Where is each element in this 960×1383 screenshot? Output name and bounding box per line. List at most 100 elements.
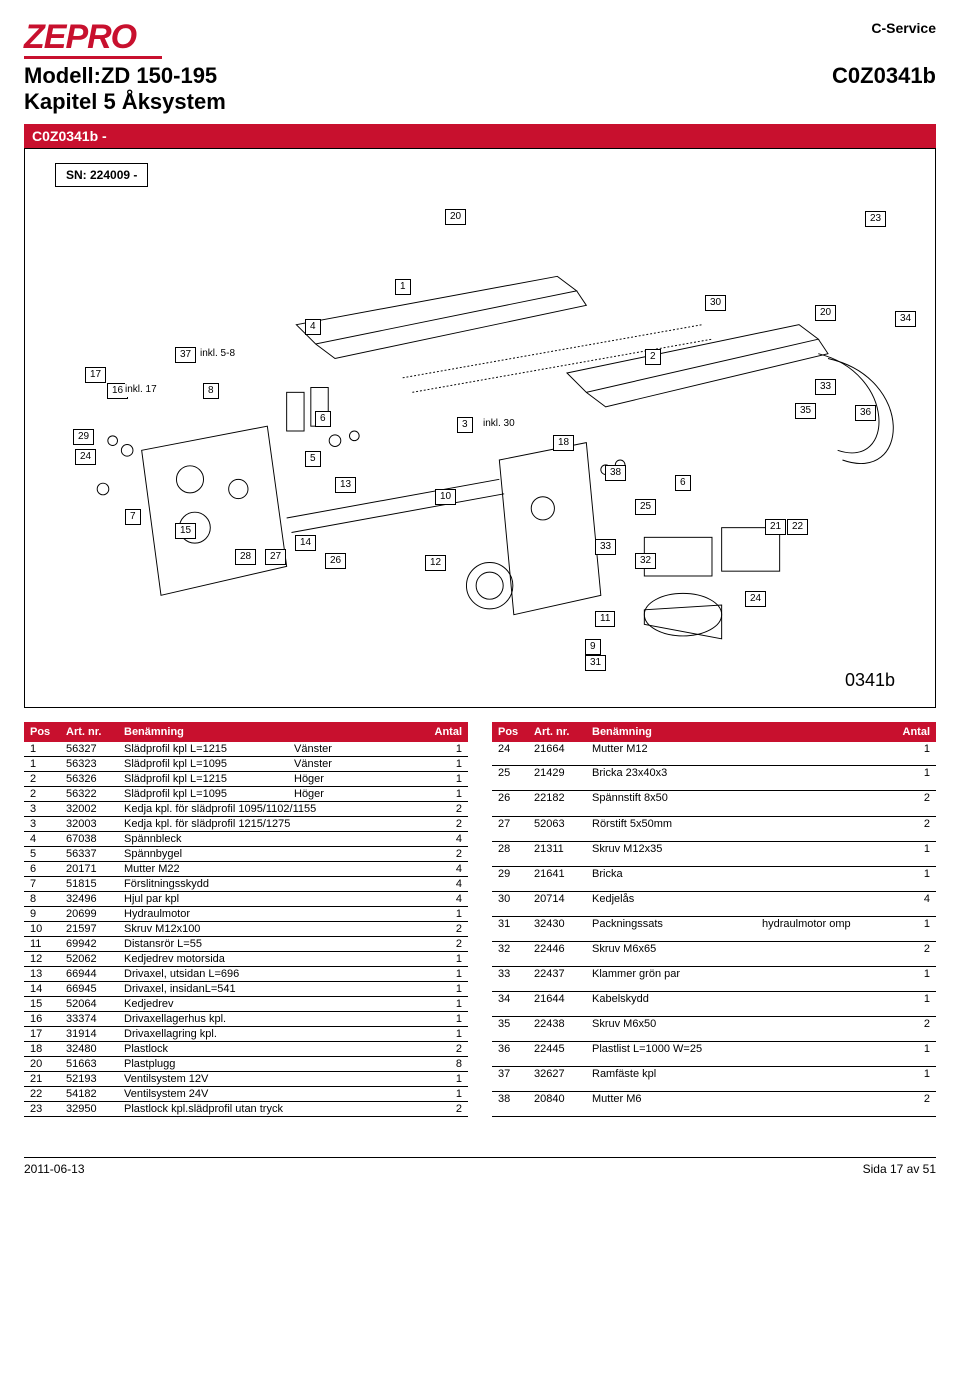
cell-qty: 1 (428, 1086, 468, 1101)
cell-artnr: 56323 (60, 756, 118, 771)
cell-name: Skruv M12x100 (118, 921, 428, 936)
table-row: 2622182Spännstift 8x502 (492, 791, 936, 816)
table-row: 3222446Skruv M6x652 (492, 941, 936, 966)
diagram-callout: 37 (175, 347, 196, 363)
cell-artnr: 52193 (60, 1071, 118, 1086)
cell-qty: 1 (896, 916, 936, 941)
cell-qty: 4 (428, 891, 468, 906)
cell-artnr: 52062 (60, 951, 118, 966)
cell-artnr: 32496 (60, 891, 118, 906)
cell-name: Packningssatshydraulmotor omp (586, 916, 896, 941)
cell-pos: 32 (492, 941, 528, 966)
cell-qty: 1 (428, 742, 468, 757)
table-row: 1832480Plastlock2 (24, 1041, 468, 1056)
cell-name: Kedja kpl. för slädprofil 1215/1275 (118, 816, 428, 831)
table-row: 920699Hydraulmotor1 (24, 906, 468, 921)
cell-pos: 34 (492, 991, 528, 1016)
cell-artnr: 56327 (60, 742, 118, 757)
table-row: 1552064Kedjedrev1 (24, 996, 468, 1011)
cell-name: Hjul par kpl (118, 891, 428, 906)
cell-name: Plastlock kpl.slädprofil utan tryck (118, 1101, 428, 1116)
cell-qty: 1 (428, 966, 468, 981)
cell-name: Rörstift 5x50mm (586, 816, 896, 841)
cell-artnr: 52063 (528, 816, 586, 841)
cell-pos: 22 (24, 1086, 60, 1101)
table-row: 332002Kedja kpl. för slädprofil 1095/110… (24, 801, 468, 816)
table-row: 620171Mutter M224 (24, 861, 468, 876)
cell-name: Slädprofil kpl L=1095Vänster (118, 756, 428, 771)
table-row: 332003Kedja kpl. för slädprofil 1215/127… (24, 816, 468, 831)
cell-name: Hydraulmotor (118, 906, 428, 921)
section-red-bar: C0Z0341b - (24, 124, 936, 148)
diagram-callout: 23 (865, 211, 886, 227)
cell-artnr: 56337 (60, 846, 118, 861)
diagram-callout: 18 (553, 435, 574, 451)
cell-name: Distansrör L=55 (118, 936, 428, 951)
cell-artnr: 32480 (60, 1041, 118, 1056)
cell-name: Skruv M6x65 (586, 941, 896, 966)
cell-qty: 1 (896, 841, 936, 866)
cell-pos: 28 (492, 841, 528, 866)
table-row: 1169942Distansrör L=552 (24, 936, 468, 951)
cell-qty: 1 (428, 1026, 468, 1041)
cell-artnr: 32950 (60, 1101, 118, 1116)
diagram-callout: 22 (787, 519, 808, 535)
diagram-callout: 20 (445, 209, 466, 225)
cell-pos: 10 (24, 921, 60, 936)
c-service-label: C-Service (871, 20, 936, 36)
cell-pos: 23 (24, 1101, 60, 1116)
th-artnr: Art. nr. (60, 722, 118, 742)
cell-qty: 1 (428, 771, 468, 786)
cell-pos: 21 (24, 1071, 60, 1086)
cell-artnr: 51815 (60, 876, 118, 891)
diagram-callout: 30 (705, 295, 726, 311)
cell-pos: 16 (24, 1011, 60, 1026)
table-row: 556337Spännbygel2 (24, 846, 468, 861)
cell-pos: 30 (492, 891, 528, 916)
doc-code: C0Z0341b (832, 63, 936, 89)
diagram-callout: 14 (295, 535, 316, 551)
cell-artnr: 20840 (528, 1091, 586, 1116)
serial-number-box: SN: 224009 - (55, 163, 148, 187)
cell-name: Kabelskydd (586, 991, 896, 1016)
brand-logo: ZEPRO (24, 20, 162, 54)
cell-qty: 1 (428, 786, 468, 801)
cell-name: Drivaxel, utsidan L=696 (118, 966, 428, 981)
cell-qty: 1 (896, 1041, 936, 1066)
cell-qty: 1 (428, 756, 468, 771)
table-row: 1633374Drivaxellagerhus kpl.1 (24, 1011, 468, 1026)
table-row: 832496Hjul par kpl4 (24, 891, 468, 906)
cell-artnr: 66944 (60, 966, 118, 981)
cell-artnr: 32003 (60, 816, 118, 831)
diagram-callout: 8 (203, 383, 219, 399)
cell-artnr: 22438 (528, 1016, 586, 1041)
cell-pos: 9 (24, 906, 60, 921)
cell-artnr: 54182 (60, 1086, 118, 1101)
diagram-callout: 38 (605, 465, 626, 481)
cell-pos: 11 (24, 936, 60, 951)
diagram-callout: 26 (325, 553, 346, 569)
diagram-callout: inkl. 5-8 (200, 347, 239, 361)
diagram-callout: 36 (855, 405, 876, 421)
cell-artnr: 52064 (60, 996, 118, 1011)
cell-name: Slädprofil kpl L=1215Höger (118, 771, 428, 786)
cell-artnr: 20699 (60, 906, 118, 921)
cell-pos: 38 (492, 1091, 528, 1116)
cell-qty: 1 (428, 1011, 468, 1026)
cell-artnr: 56322 (60, 786, 118, 801)
diagram-callout: 5 (305, 451, 321, 467)
table-row: 3732627Ramfäste kpl1 (492, 1066, 936, 1091)
cell-pos: 15 (24, 996, 60, 1011)
diagram-callout: 25 (635, 499, 656, 515)
cell-pos: 18 (24, 1041, 60, 1056)
cell-qty: 2 (428, 936, 468, 951)
cell-qty: 1 (896, 1066, 936, 1091)
diagram-callout: 4 (305, 319, 321, 335)
cell-pos: 37 (492, 1066, 528, 1091)
cell-artnr: 32002 (60, 801, 118, 816)
cell-artnr: 22182 (528, 791, 586, 816)
parts-table-left: Pos Art. nr. Benämning Antal 156327Slädp… (24, 722, 468, 1117)
table-row: 3322437Klammer grön par1 (492, 966, 936, 991)
table-row: 1466945Drivaxel, insidanL=5411 (24, 981, 468, 996)
cell-pos: 4 (24, 831, 60, 846)
